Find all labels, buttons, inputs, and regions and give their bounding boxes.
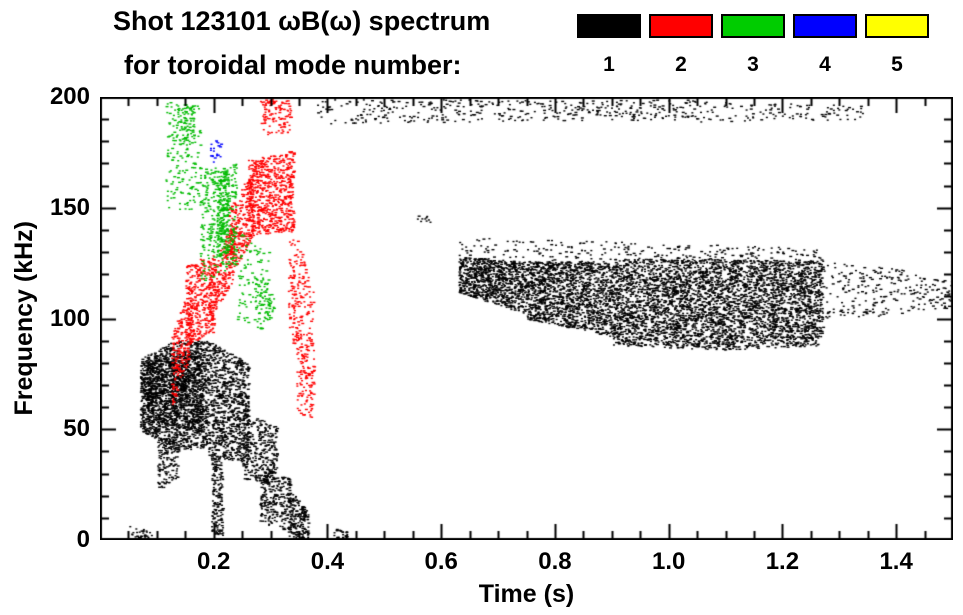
y-tick-label-200: 200: [49, 83, 90, 110]
legend-swatch-mode-4: [793, 14, 857, 38]
legend-label-mode-3: 3: [747, 53, 759, 76]
spectrogram-plot-canvas: [100, 97, 953, 540]
legend-swatch-mode-5: [865, 14, 929, 38]
legend-swatches: [577, 14, 929, 38]
legend-swatch-mode-2: [649, 14, 713, 38]
x-tick-label-0.6: 0.6: [424, 548, 458, 575]
x-tick-label-1.0: 1.0: [651, 548, 686, 575]
x-tick-label-0.4: 0.4: [310, 548, 345, 575]
legend-numbers: 1 2 3 4 5: [577, 53, 929, 77]
y-tick-label-150: 150: [49, 193, 90, 221]
y-tick-label-50: 50: [63, 415, 90, 443]
chart-title-line1: Shot 123101 ωB(ω) spectrum: [113, 6, 491, 36]
legend-swatch-mode-1: [577, 14, 641, 38]
y-tick-label-100: 100: [49, 304, 90, 332]
x-tick-label-1.4: 1.4: [879, 548, 913, 575]
legend-label-mode-5: 5: [891, 53, 903, 76]
legend-label-mode-4: 4: [819, 53, 831, 76]
y-axis-label: Frequency (kHz): [8, 97, 40, 540]
x-axis-label: Time (s): [478, 580, 575, 608]
legend-swatch-mode-3: [721, 14, 785, 38]
legend-label-mode-1: 1: [603, 53, 615, 76]
y-axis-label-text: Frequency (kHz): [9, 221, 38, 416]
x-tick-label-0.2: 0.2: [197, 548, 231, 575]
x-tick-label-1.2: 1.2: [765, 548, 800, 575]
y-tick-label-0: 0: [76, 526, 90, 553]
legend-label-mode-2: 2: [675, 53, 687, 76]
chart-title-line2: for toroidal mode number:: [124, 50, 462, 80]
x-tick-label-0.8: 0.8: [538, 548, 572, 575]
